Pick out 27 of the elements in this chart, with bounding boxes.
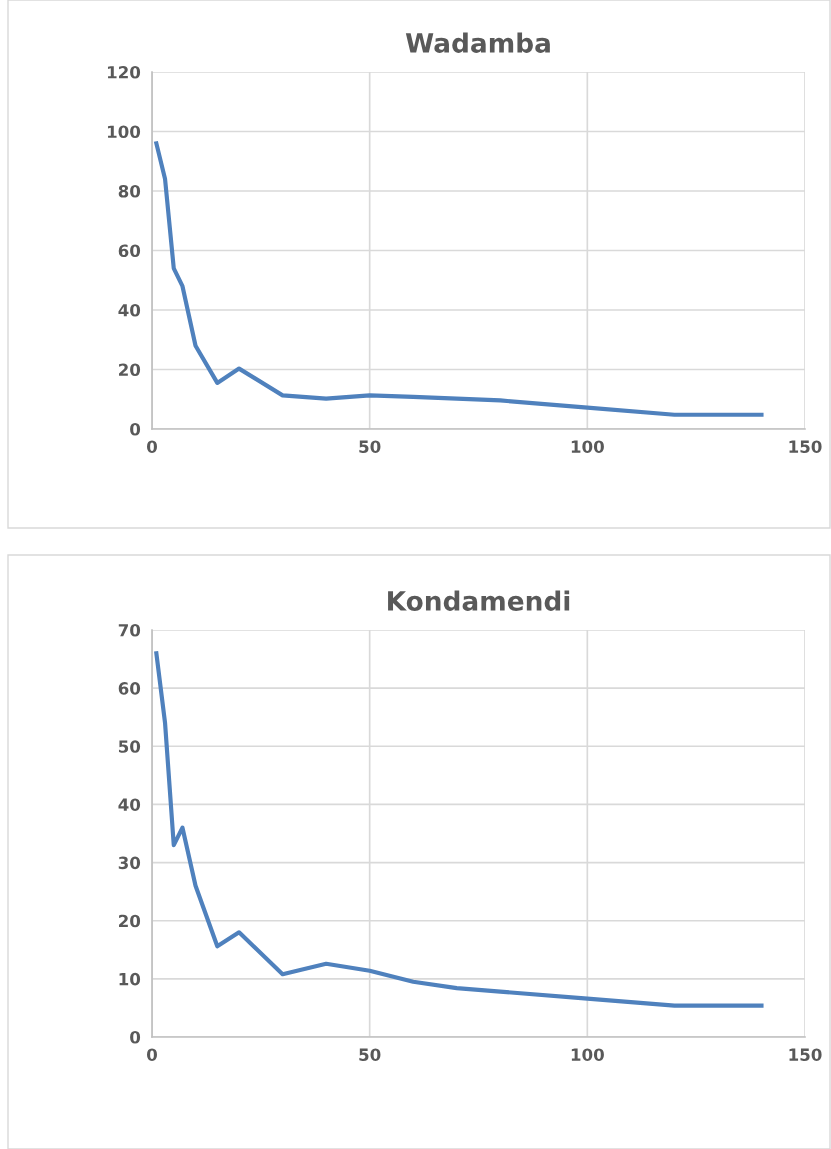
- line-series: [154, 651, 764, 1008]
- chart-title: Kondamendi: [388, 590, 570, 611]
- x-tick-label: 50: [359, 1048, 381, 1062]
- y-tick-label: 60: [118, 244, 141, 258]
- y-tick-label: 20: [119, 363, 141, 377]
- y-tick-label: 0: [130, 422, 141, 436]
- x-tick-label: 0: [147, 1048, 157, 1062]
- x-tick-label: 50: [359, 440, 381, 454]
- line-series: [154, 141, 764, 417]
- y-tick-label: 40: [118, 303, 141, 317]
- x-tick-label: 100: [571, 1048, 604, 1062]
- y-tick-label: 120: [107, 65, 141, 79]
- x-tick-label: 100: [571, 440, 604, 454]
- x-tick-label: 0: [147, 440, 157, 454]
- x-tick-label: 150: [789, 440, 822, 454]
- y-tick-label: 60: [118, 682, 141, 695]
- y-tick-label: 30: [118, 856, 141, 870]
- y-tick-label: 80: [118, 184, 141, 198]
- x-tick-label: 150: [789, 1048, 822, 1062]
- y-tick-label: 10: [119, 972, 141, 986]
- chart-title: Wadamba: [405, 32, 550, 53]
- y-tick-label: 0: [130, 1030, 141, 1044]
- y-tick-label: 20: [119, 914, 141, 928]
- y-tick-label: 40: [118, 798, 141, 811]
- y-tick-label: 70: [118, 623, 141, 637]
- y-tick-label: 50: [118, 740, 141, 753]
- y-tick-label: 100: [107, 125, 141, 139]
